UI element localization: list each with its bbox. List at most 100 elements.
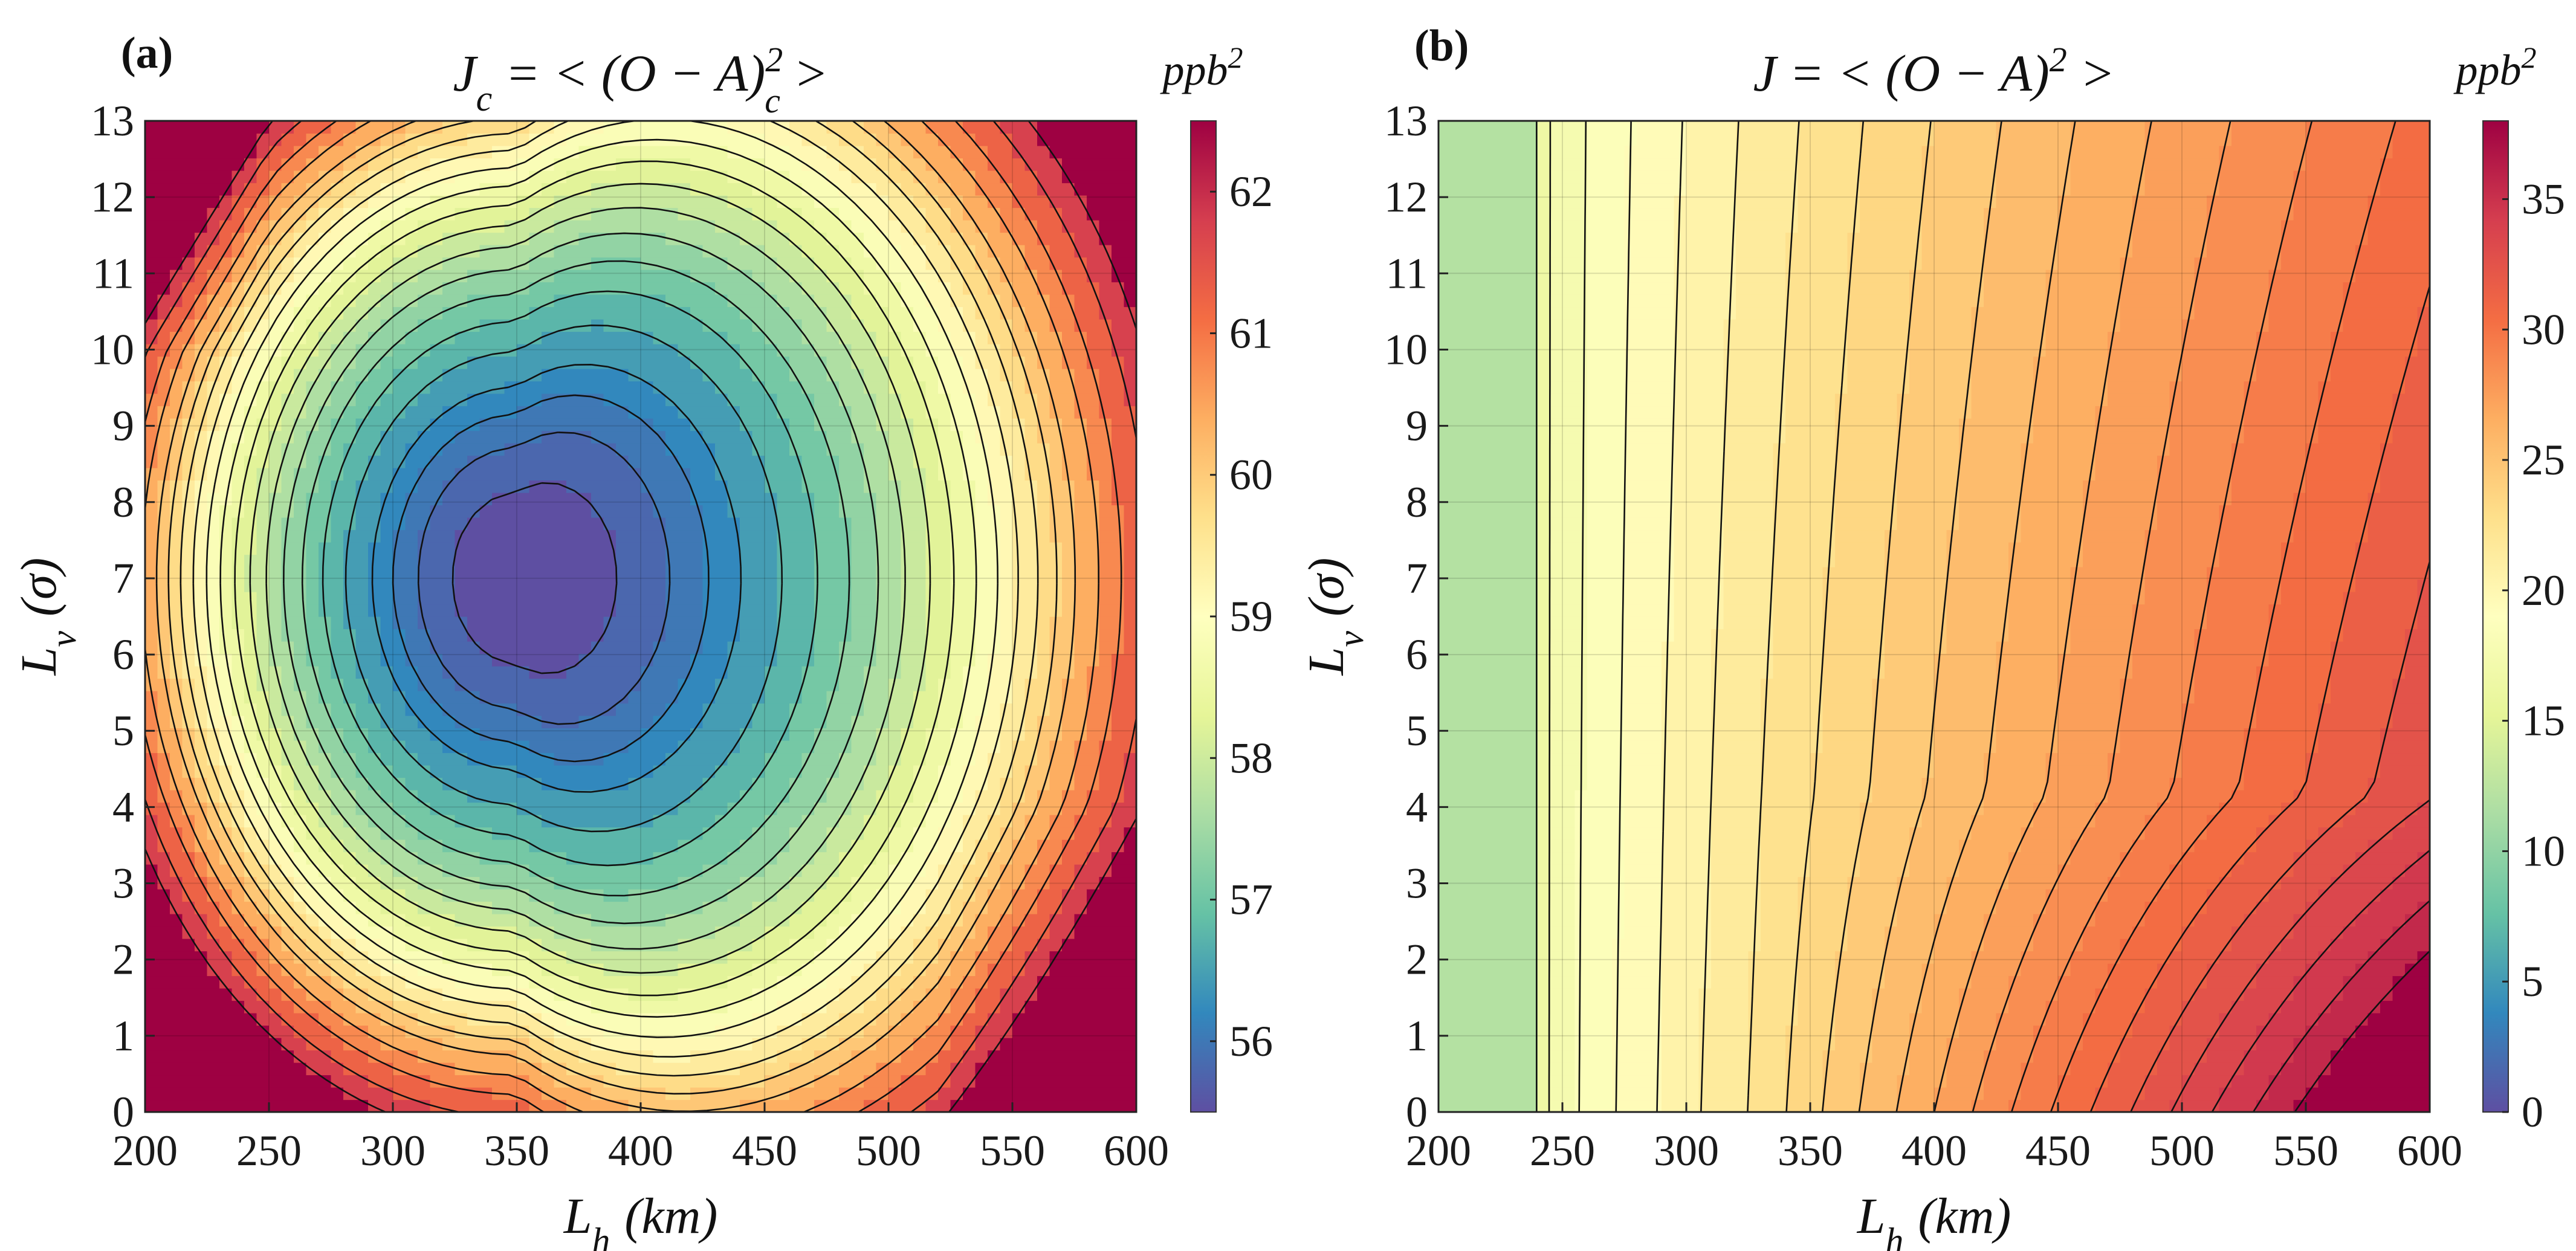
- contour-cell-a: [901, 1100, 914, 1113]
- contour-cell-a: [852, 208, 864, 221]
- contour-cell-a: [740, 815, 752, 827]
- contour-cell-a: [591, 951, 604, 964]
- contour-cell-a: [678, 951, 691, 964]
- contour-cell-a: [852, 257, 864, 270]
- contour-cell-a: [294, 1038, 306, 1050]
- contour-cell-a: [653, 555, 666, 567]
- contour-cell-a: [145, 939, 158, 951]
- contour-cell-a: [406, 1100, 418, 1113]
- contour-cell-a: [728, 393, 740, 406]
- contour-cell-a: [381, 542, 393, 555]
- contour-cell-a: [629, 703, 641, 716]
- contour-cell-a: [604, 344, 616, 357]
- contour-cell-a: [641, 976, 653, 989]
- contour-cell-a: [331, 245, 344, 257]
- contour-cell-a: [356, 592, 369, 604]
- contour-cell-a: [244, 963, 257, 976]
- contour-cell-a: [517, 728, 529, 741]
- contour-cell-a: [740, 294, 752, 307]
- contour-cell-a: [145, 245, 158, 257]
- contour-cell-a: [442, 357, 455, 369]
- contour-cell-a: [777, 381, 790, 394]
- contour-cell-a: [294, 852, 306, 865]
- contour-cell-a: [752, 332, 765, 344]
- contour-cell-a: [294, 926, 306, 939]
- contour-cell-a: [728, 864, 740, 877]
- contour-cell-a: [467, 716, 480, 728]
- contour-cell-a: [356, 753, 369, 766]
- contour-cell-a: [306, 889, 319, 902]
- contour-cell-a: [455, 803, 468, 815]
- contour-cell-a: [381, 332, 393, 344]
- contour-cell-a: [852, 530, 864, 543]
- contour-cell-a: [765, 778, 777, 790]
- contour-cell-a: [368, 1087, 381, 1100]
- contour-cell-a: [616, 530, 629, 543]
- contour-cell-a: [195, 1001, 207, 1013]
- contour-cell-a: [715, 369, 728, 381]
- contour-cell-a: [381, 456, 393, 468]
- contour-cell-a: [814, 641, 827, 654]
- contour-cell-a: [629, 864, 641, 877]
- contour-cell-a: [306, 233, 319, 245]
- contour-cell-a: [728, 839, 740, 852]
- contour-cell-a: [827, 839, 840, 852]
- contour-cell-a: [566, 418, 579, 431]
- contour-cell-a: [604, 1013, 616, 1026]
- contour-cell-a: [715, 963, 728, 976]
- contour-cell-a: [406, 517, 418, 530]
- contour-cell-a: [393, 926, 406, 939]
- contour-cell-a: [145, 1100, 158, 1113]
- contour-cell-a: [703, 1013, 716, 1026]
- contour-cell-a: [789, 580, 802, 592]
- contour-cell-a: [294, 963, 306, 976]
- contour-cell-a: [219, 517, 232, 530]
- contour-cell-a: [752, 493, 765, 505]
- contour-cell-a: [356, 580, 369, 592]
- contour-cell-a: [183, 1001, 195, 1013]
- contour-cell-a: [579, 728, 592, 741]
- contour-cell-a: [319, 864, 331, 877]
- contour-cell-a: [629, 1038, 641, 1050]
- contour-cell-a: [517, 716, 529, 728]
- contour-cell-a: [170, 654, 183, 667]
- contour-cell-a: [777, 134, 790, 146]
- contour-cell-a: [777, 418, 790, 431]
- contour-cell-a: [752, 542, 765, 555]
- contour-cell-a: [282, 679, 294, 691]
- contour-cell-a: [195, 1038, 207, 1050]
- contour-cell-a: [207, 827, 220, 840]
- contour-cell-a: [703, 406, 716, 419]
- contour-cell-a: [752, 468, 765, 480]
- contour-cell-a: [542, 703, 554, 716]
- contour-cell-a: [492, 418, 505, 431]
- contour-cell-a: [653, 728, 666, 741]
- contour-cell-a: [554, 654, 567, 667]
- contour-cell-a: [740, 580, 752, 592]
- contour-cell-a: [653, 926, 666, 939]
- contour-cell-a: [183, 1050, 195, 1063]
- contour-cell-a: [529, 121, 542, 134]
- contour-cell-a: [901, 369, 914, 381]
- contour-cell-a: [331, 580, 344, 592]
- contour-cell-a: [554, 1001, 567, 1013]
- contour-cell-a: [269, 988, 282, 1001]
- contour-cell-a: [616, 431, 629, 444]
- contour-cell-a: [888, 740, 901, 753]
- contour-cell-a: [653, 357, 666, 369]
- contour-cell-a: [442, 1087, 455, 1100]
- contour-cell-a: [876, 220, 889, 233]
- contour-cell-a: [158, 1013, 170, 1026]
- contour-cell-a: [294, 679, 306, 691]
- contour-cell-a: [282, 1062, 294, 1075]
- contour-cell-a: [789, 592, 802, 604]
- contour-cell-a: [244, 121, 257, 134]
- contour-cell-a: [418, 418, 430, 431]
- contour-cell-a: [752, 666, 765, 679]
- contour-cell-a: [529, 493, 542, 505]
- contour-cell-a: [183, 963, 195, 976]
- contour-cell-a: [430, 679, 443, 691]
- contour-cell-a: [381, 790, 393, 803]
- contour-cell-a: [752, 146, 765, 158]
- contour-cell-a: [257, 146, 270, 158]
